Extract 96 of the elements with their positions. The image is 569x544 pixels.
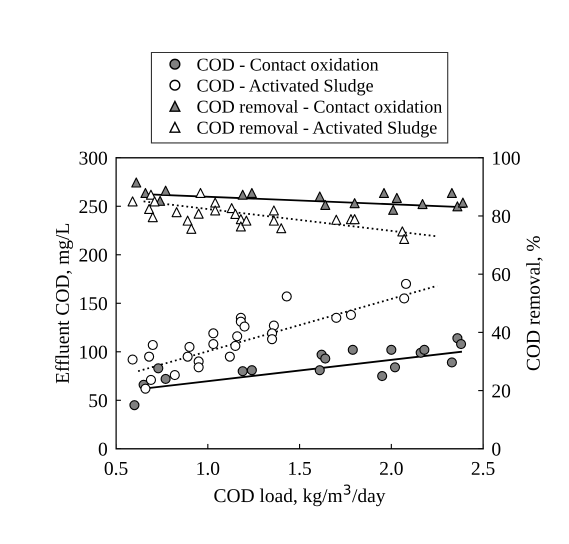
point: [238, 190, 248, 200]
point: [268, 205, 279, 216]
point: [210, 198, 220, 208]
y-tick-label: 0: [98, 442, 107, 456]
point: [210, 205, 220, 216]
point: [182, 352, 193, 362]
point: [386, 344, 396, 355]
x-tick-label: 0.5: [104, 462, 128, 476]
point: [320, 354, 330, 364]
point: [146, 190, 156, 200]
point: [399, 234, 410, 244]
point: [331, 214, 342, 225]
point: [282, 291, 292, 302]
legend-label: COD - Activated Sludge: [197, 79, 373, 96]
point: [331, 312, 342, 323]
point: [314, 365, 325, 376]
point: [239, 322, 250, 332]
x-axis-title: COD load, kg/m$^{3}$/day: [214, 484, 386, 506]
point: [224, 352, 235, 362]
y2-tick-label: 60: [492, 268, 510, 282]
point: [314, 191, 325, 202]
y-tick-label: 100: [80, 346, 107, 359]
legend-label: COD removal - Contact oxidation: [197, 100, 442, 113]
point: [144, 352, 154, 362]
point: [186, 224, 196, 234]
point: [148, 340, 158, 350]
point: [350, 214, 360, 224]
point: [446, 357, 457, 368]
x-tick-label: 2.0: [380, 462, 403, 476]
point: [160, 374, 171, 384]
point: [144, 204, 154, 214]
point: [182, 216, 193, 226]
point: [230, 208, 240, 219]
y2-tick-label: 20: [492, 384, 510, 398]
y2-axis-title: COD removal, %: [526, 236, 543, 370]
point: [241, 216, 252, 226]
point: [378, 188, 390, 198]
point: [128, 354, 138, 365]
point: [388, 204, 398, 215]
point: [131, 177, 142, 188]
point: [148, 212, 158, 222]
point: [129, 400, 140, 410]
point: [419, 344, 430, 355]
point: [172, 207, 182, 218]
point: [446, 188, 457, 198]
point: [238, 366, 248, 376]
point: [246, 365, 257, 376]
point: [390, 362, 400, 372]
x-tick-label: 1.5: [289, 462, 311, 476]
point: [346, 310, 356, 320]
point: [320, 200, 330, 210]
point: [452, 201, 462, 212]
point: [160, 186, 171, 196]
point: [268, 216, 279, 226]
point: [266, 334, 278, 344]
point: [146, 374, 156, 385]
y-tick-label: 200: [79, 248, 107, 262]
point: [350, 198, 360, 208]
point: [417, 198, 428, 210]
point: [208, 328, 218, 338]
point: [194, 362, 204, 372]
point: [150, 196, 160, 206]
x-tick-label: 2.5: [472, 462, 494, 476]
y-tick-label: 300: [80, 152, 107, 165]
y2-tick-label: 100: [493, 152, 520, 165]
y-axis-title: Effluent COD, mg/L: [55, 224, 74, 384]
y2-tick-label: 40: [492, 326, 510, 340]
y-tick-label: 50: [89, 394, 107, 408]
point: [246, 188, 257, 198]
point: [392, 192, 402, 203]
point: [232, 331, 242, 342]
point: [276, 223, 286, 234]
point: [400, 278, 412, 289]
point: [208, 338, 218, 350]
legend-label: COD - Contact oxidation: [197, 58, 378, 71]
point: [184, 342, 195, 352]
point: [456, 338, 466, 350]
x-tick-label: 1.0: [197, 462, 220, 476]
point: [397, 226, 408, 236]
point: [170, 370, 180, 380]
y2-tick-label: 0: [492, 442, 500, 456]
point: [140, 384, 150, 394]
point: [230, 340, 240, 352]
point: [399, 293, 410, 304]
y-tick-label: 250: [79, 200, 107, 214]
point: [236, 221, 246, 232]
point: [377, 370, 388, 382]
point: [153, 363, 164, 374]
y2-tick-label: 80: [492, 210, 510, 223]
point: [348, 344, 358, 355]
point: [195, 188, 206, 198]
point: [128, 196, 138, 206]
legend-label: COD removal - Activated Sludge: [197, 121, 437, 138]
point: [194, 208, 204, 219]
y-tick-label: 150: [80, 297, 107, 310]
point: [458, 198, 468, 208]
